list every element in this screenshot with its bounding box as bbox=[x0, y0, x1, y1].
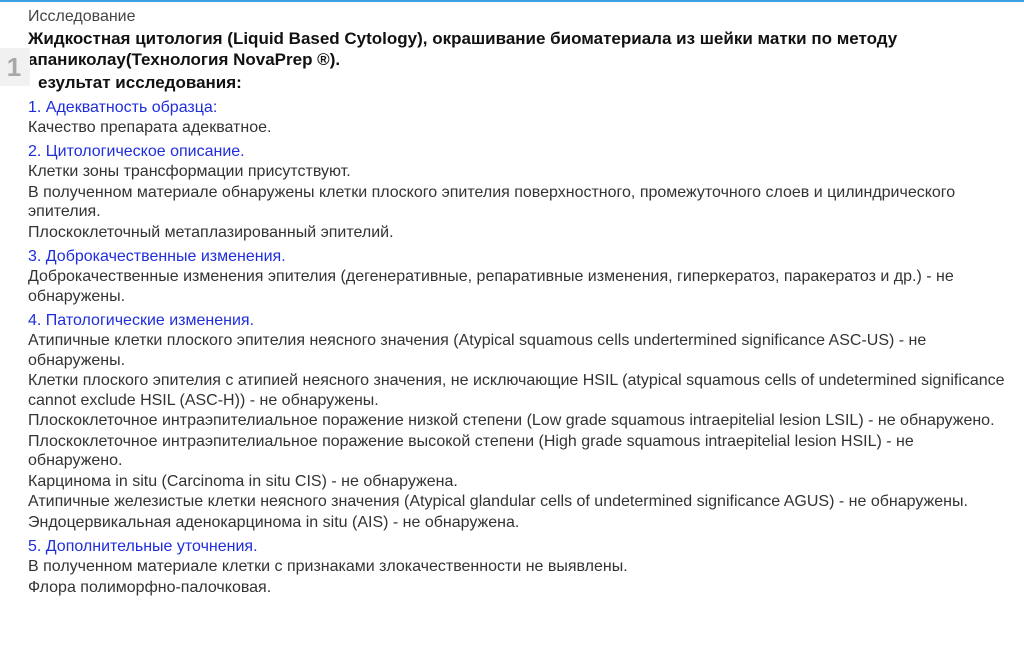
section-line: В полученном материале обнаружены клетки… bbox=[28, 183, 1006, 222]
section-line: Флора полиморфно-палочковая. bbox=[28, 578, 1006, 598]
page-number: 1 bbox=[7, 52, 21, 83]
section-line: Доброкачественные изменения эпителия (де… bbox=[28, 267, 1006, 306]
report-sections: 1. Адекватность образца:Качество препара… bbox=[28, 99, 1006, 598]
section-line: Плоскоклеточный метаплазированный эпител… bbox=[28, 223, 1006, 243]
section-line: Эндоцервикальная аденокарцинома in situ … bbox=[28, 513, 1006, 533]
section-line: Клетки плоского эпителия с атипией неясн… bbox=[28, 371, 1006, 410]
section-heading: 1. Адекватность образца: bbox=[28, 99, 1006, 117]
section-line: Карцинома in situ (Carcinoma in situ CIS… bbox=[28, 472, 1006, 492]
section-heading: 2. Цитологическое описание. bbox=[28, 143, 1006, 161]
section-line: В полученном материале клетки с признака… bbox=[28, 557, 1006, 577]
report-subtitle: езультат исследования: bbox=[28, 73, 1006, 93]
section-heading: 5. Дополнительные уточнения. bbox=[28, 538, 1006, 556]
report-label: Исследование bbox=[28, 8, 1006, 26]
report-page: 1 Исследование Жидкостная цитология (Liq… bbox=[0, 0, 1024, 618]
page-number-tab: 1 bbox=[0, 48, 30, 86]
section-line: Качество препарата адекватное. bbox=[28, 118, 1006, 138]
section-line: Плоскоклеточное интраэпителиальное пораж… bbox=[28, 432, 1006, 471]
section-line: Атипичные клетки плоского эпителия неясн… bbox=[28, 331, 1006, 370]
section-line: Клетки зоны трансформации присутствуют. bbox=[28, 162, 1006, 182]
report-title: Жидкостная цитология (Liquid Based Cytol… bbox=[28, 28, 1006, 71]
section-heading: 3. Доброкачественные изменения. bbox=[28, 248, 1006, 266]
section-line: Атипичные железистые клетки неясного зна… bbox=[28, 492, 1006, 512]
section-line: Плоскоклеточное интраэпителиальное пораж… bbox=[28, 411, 1006, 431]
section-heading: 4. Патологические изменения. bbox=[28, 312, 1006, 330]
